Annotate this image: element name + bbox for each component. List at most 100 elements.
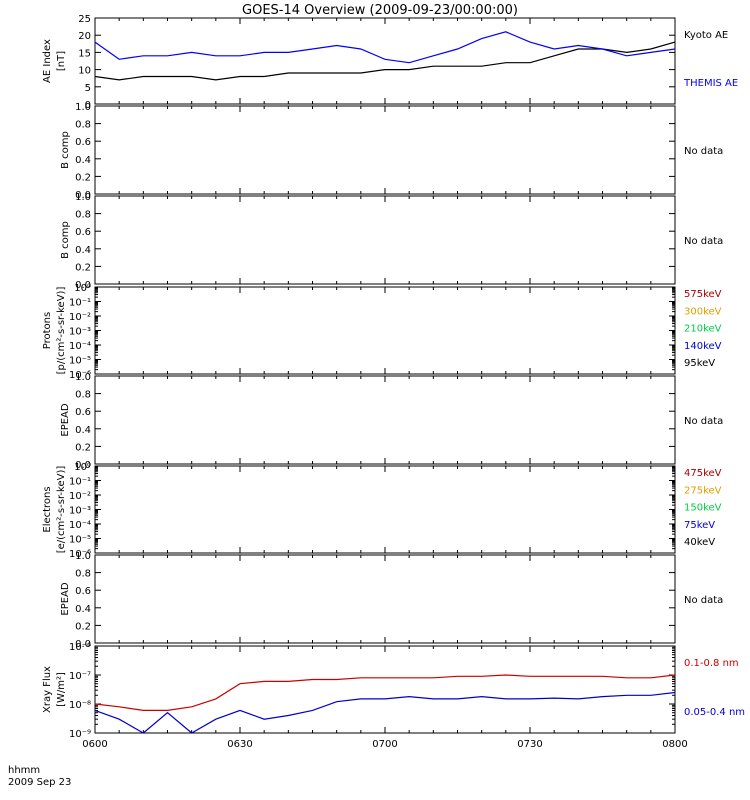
epead-2-panel: 0.0 0.2 0.4 0.6 0.8 1.0 EPEAD No data bbox=[60, 551, 723, 650]
x-tick-label: 0630 bbox=[227, 739, 252, 750]
y-tick-label: 0.6 bbox=[75, 586, 91, 597]
epead-2-status: No data bbox=[684, 595, 723, 606]
y-tick-label: 0.8 bbox=[75, 120, 91, 131]
y-tick-label: 10⁻¹ bbox=[69, 298, 91, 309]
y-tick-label: 10⁻² bbox=[69, 312, 91, 323]
b-comp-2-panel: 0.0 0.2 0.4 0.6 0.8 1.0 B comp No data bbox=[60, 192, 723, 291]
y-tick-label: 0.6 bbox=[75, 407, 91, 418]
y-tick-label: 0.2 bbox=[75, 442, 91, 453]
ae-index-legend-1: THEMIS AE bbox=[683, 78, 738, 89]
ae-index-ylabel-units: [nT] bbox=[56, 51, 67, 71]
y-tick-label: 10⁻⁶ bbox=[69, 549, 91, 560]
xray-series-0 bbox=[94, 674, 676, 712]
epead-1-status: No data bbox=[684, 416, 723, 427]
y-tick-label: 10⁻³ bbox=[69, 327, 91, 338]
y-tick-label: 0.8 bbox=[75, 210, 91, 221]
electrons-frame bbox=[94, 465, 676, 554]
xray-ylabel: Xray Flux bbox=[42, 666, 53, 713]
y-tick-label: 10⁻⁵ bbox=[69, 535, 91, 546]
x-tick-label: 0700 bbox=[372, 739, 397, 750]
ae-index-frame bbox=[94, 17, 676, 105]
epead-1-panel: 0.0 0.2 0.4 0.6 0.8 1.0 EPEAD No data bbox=[60, 372, 723, 471]
y-tick-label: 0.4 bbox=[75, 604, 91, 615]
protons-ylabel-units: [p/(cm²-s-sr-keV)] bbox=[56, 287, 67, 375]
y-tick-label: 10⁻¹ bbox=[69, 477, 91, 488]
y-tick-label: 10⁻⁷ bbox=[69, 671, 91, 682]
xray-panel: 10⁻⁹ 10⁻⁸ 10⁻⁷ 10⁻⁶ Xray Flux [W/m²] 0.1-0.8 n… bbox=[42, 642, 745, 740]
b-comp-2-ylabel: B comp bbox=[60, 221, 71, 259]
y-tick-label: 1.0 bbox=[75, 551, 91, 562]
b-comp-1-ylabel: B comp bbox=[60, 131, 71, 169]
b-comp-1-status: No data bbox=[684, 146, 723, 157]
y-tick-label: 0.0 bbox=[75, 460, 91, 471]
y-tick-label: 10⁻⁹ bbox=[69, 729, 91, 740]
y-tick-label: 0.2 bbox=[75, 262, 91, 273]
chart-title: GOES-14 Overview (2009-09-23/00:00:00) bbox=[242, 3, 518, 18]
electrons-ylabel: Electrons bbox=[42, 486, 53, 532]
y-tick-label: 1.0 bbox=[75, 372, 91, 383]
protons-legend-3: 140keV bbox=[684, 341, 722, 352]
x-axis-unit-label: hhmm bbox=[8, 765, 40, 776]
b-comp-2-frame bbox=[94, 195, 676, 285]
y-tick-label: 1.0 bbox=[75, 102, 91, 113]
epead-1-ylabel: EPEAD bbox=[60, 403, 71, 437]
ae-index-panel: 0 5 10 15 20 25 AE Index [nT] Kyoto AE THEMIS AE bbox=[42, 14, 738, 111]
protons-legend-4: 95keV bbox=[684, 358, 715, 369]
b-comp-1-frame bbox=[94, 105, 676, 195]
y-tick-label: 0.8 bbox=[75, 569, 91, 580]
electrons-legend-0: 475keV bbox=[684, 468, 722, 479]
y-tick-label: 0.0 bbox=[75, 280, 91, 291]
y-tick-label: 20 bbox=[78, 31, 91, 42]
y-tick-label: 0.0 bbox=[75, 639, 91, 650]
y-tick-label: 25 bbox=[78, 14, 91, 25]
protons-ylabel: Protons bbox=[42, 312, 53, 349]
x-tick-label: 0730 bbox=[517, 739, 542, 750]
xray-legend-0: 0.1-0.8 nm bbox=[684, 658, 739, 669]
y-tick-label: 5 bbox=[85, 83, 91, 94]
ae-index-ylabel: AE Index bbox=[42, 39, 53, 83]
electrons-ylabel-units: [e/(cm²-s-sr-keV)] bbox=[56, 466, 67, 554]
y-tick-label: 0.4 bbox=[75, 245, 91, 256]
ae-index-series-0 bbox=[94, 41, 676, 81]
electrons-panel: 10⁻⁶ 10⁻⁵ 10⁻⁴ 10⁻³ 10⁻² 10⁻¹ 10⁰ Electrons [e/(… bbox=[42, 462, 722, 560]
y-tick-label: 10⁰ bbox=[74, 462, 91, 473]
b-comp-1-panel: 0.0 0.2 0.4 0.6 0.8 1.0 B comp No data bbox=[60, 102, 723, 201]
y-tick-label: 0.2 bbox=[75, 621, 91, 632]
y-tick-label: 10⁻⁸ bbox=[69, 700, 91, 711]
epead-2-frame bbox=[94, 554, 676, 644]
y-tick-label: 10⁻⁴ bbox=[69, 341, 91, 352]
y-tick-label: 10⁻⁵ bbox=[69, 356, 91, 367]
y-tick-label: 10⁻³ bbox=[69, 506, 91, 517]
epead-2-ylabel: EPEAD bbox=[60, 582, 71, 616]
protons-legend-2: 210keV bbox=[684, 324, 722, 335]
protons-frame bbox=[94, 286, 676, 375]
y-tick-label: 10⁰ bbox=[74, 283, 91, 294]
xray-frame bbox=[94, 645, 676, 734]
x-tick-label: 0600 bbox=[82, 739, 107, 750]
protons-legend-0: 575keV bbox=[684, 289, 722, 300]
epead-1-frame bbox=[94, 375, 676, 465]
y-tick-label: 0.6 bbox=[75, 137, 91, 148]
b-comp-2-status: No data bbox=[684, 236, 723, 247]
y-tick-label: 0 bbox=[85, 100, 91, 111]
electrons-legend-4: 40keV bbox=[684, 537, 715, 548]
y-tick-label: 10 bbox=[78, 66, 91, 77]
protons-legend-1: 300keV bbox=[684, 306, 722, 317]
electrons-legend-1: 275keV bbox=[684, 485, 722, 496]
y-tick-label: 0.4 bbox=[75, 155, 91, 166]
x-tick-label: 0800 bbox=[662, 739, 687, 750]
y-tick-label: 0.4 bbox=[75, 425, 91, 436]
y-tick-label: 0.2 bbox=[75, 172, 91, 183]
protons-panel: 10⁻⁶ 10⁻⁵ 10⁻⁴ 10⁻³ 10⁻² 10⁻¹ 10⁰ Protons [p/(cm… bbox=[42, 283, 722, 381]
x-axis-date-label: 2009 Sep 23 bbox=[8, 777, 71, 788]
y-tick-label: 0.6 bbox=[75, 227, 91, 238]
y-tick-label: 10⁻² bbox=[69, 491, 91, 502]
y-tick-label: 15 bbox=[78, 48, 91, 59]
ae-index-legend-0: Kyoto AE bbox=[684, 30, 728, 41]
y-tick-label: 1.0 bbox=[75, 192, 91, 203]
y-tick-label: 0.8 bbox=[75, 390, 91, 401]
electrons-legend-3: 75keV bbox=[684, 520, 715, 531]
xray-ylabel-units: [W/m²] bbox=[56, 672, 67, 707]
